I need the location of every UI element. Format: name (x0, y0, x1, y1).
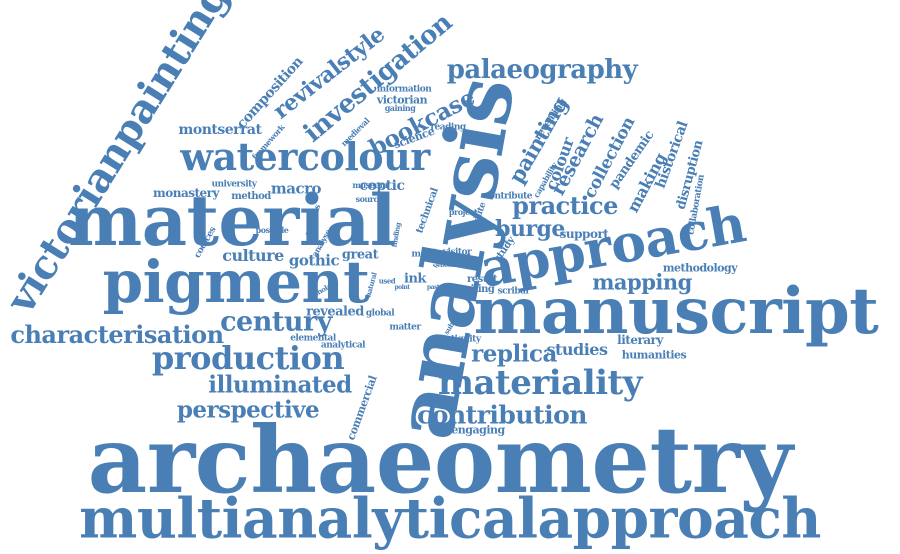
word-gaining: gaining (384, 103, 416, 113)
word-literary: literary (617, 333, 663, 347)
word-finding: finding (389, 222, 403, 248)
word-university: university (211, 179, 257, 190)
word-replica: replica (471, 340, 557, 368)
word-support: support (559, 227, 609, 241)
word-humanities: humanities (621, 348, 687, 362)
word-practice: practice (512, 191, 618, 220)
word-burge: burge (495, 216, 565, 242)
word-museum: museum (352, 180, 388, 190)
word-past: past (426, 284, 440, 291)
word-antiquity: antiquity (439, 334, 481, 345)
word-point: point (394, 284, 410, 291)
word-material: material (68, 179, 396, 262)
word-engaging: engaging (451, 423, 505, 437)
word-archaeometry: archaeometry (87, 406, 793, 514)
word-analytical: analytical (320, 340, 366, 351)
word-macro: macro (270, 179, 322, 198)
word-watercolour: watercolour (180, 134, 430, 179)
word-revealed: revealed (306, 304, 364, 320)
word-monastery: monastery (153, 186, 219, 200)
word-materiality: materiality (438, 363, 643, 403)
word-studies: studies (546, 340, 608, 359)
word-global: global (365, 308, 395, 319)
word-visitor: visitor (442, 247, 472, 258)
word-used: used (378, 276, 396, 286)
word-source: source (355, 194, 383, 204)
word-ink: ink (404, 271, 426, 287)
word-meet: meet (411, 249, 435, 260)
word-century: century (220, 306, 332, 338)
word-gothic: gothic (288, 251, 340, 270)
word-montserrat: montserrat (178, 122, 262, 138)
word-palaeography: palaeography (446, 55, 638, 85)
word-ebook: ebook (437, 262, 455, 269)
word-mapping: mapping (592, 269, 692, 295)
word-matter: matter (389, 322, 421, 333)
word-scribal: scribal (497, 286, 529, 297)
word-manuscript: manuscript (473, 274, 879, 349)
word-information: information (376, 84, 432, 95)
word-great: great (341, 247, 379, 263)
word-illuminated: illuminated (208, 371, 352, 399)
word-production: production (151, 339, 345, 377)
word-pigment: pigment (102, 248, 370, 316)
word-method: method (231, 191, 271, 202)
word-contribute: contribute (483, 191, 533, 202)
word-multianalyticalapproach: multianalyticalapproach (79, 485, 821, 551)
word-perspective: perspective (176, 396, 320, 424)
word-result: result (467, 274, 497, 285)
word-book: book (441, 252, 475, 268)
word-contribution: contribution (417, 400, 587, 430)
word-elemental: elemental (290, 333, 336, 344)
word-writing: writing (457, 284, 495, 295)
word-culture: culture (222, 246, 284, 265)
word-reading: reading (430, 122, 466, 133)
word-project: project (448, 207, 478, 217)
word-characterisation: characterisation (10, 320, 224, 349)
word-victorian: victorian (376, 93, 428, 107)
word-coptic: coptic (359, 178, 405, 194)
word-possible: possible (255, 225, 289, 235)
word-methodology: methodology (662, 261, 738, 275)
word-text: text (448, 284, 460, 291)
